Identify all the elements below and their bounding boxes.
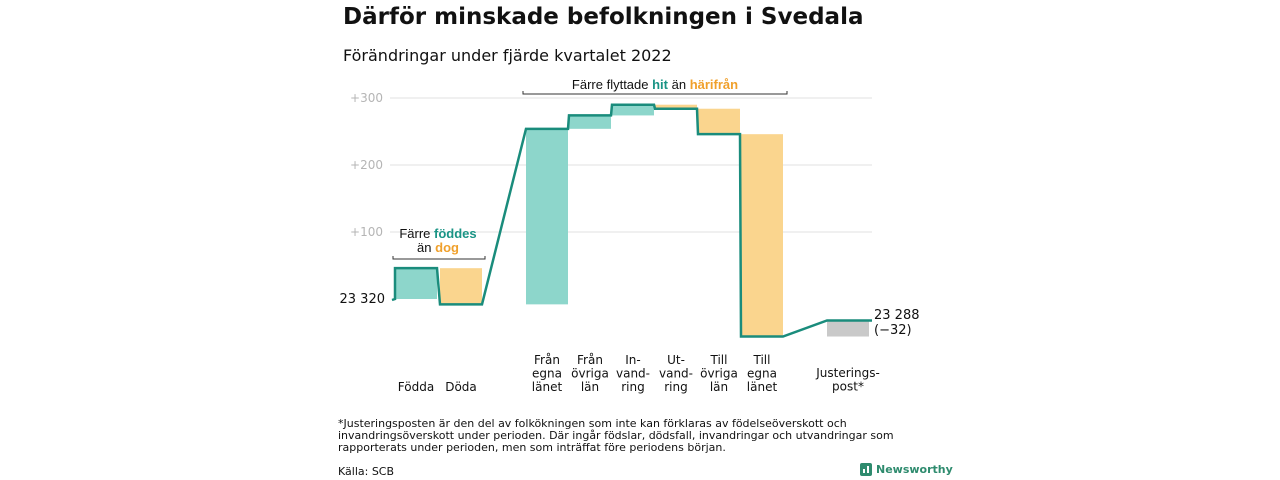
y-tick-label: +100 xyxy=(350,225,383,239)
annotation-bracket xyxy=(522,91,788,95)
chart-title: Därför minskade befolkningen i Svedala xyxy=(343,4,864,30)
bar xyxy=(395,268,437,299)
x-category-line: Döda xyxy=(445,380,477,394)
x-category-label: In-vand-ring xyxy=(616,353,650,394)
x-category-label: Döda xyxy=(445,380,477,394)
brand-name: Newsworthy xyxy=(876,463,953,476)
x-category-line: post* xyxy=(832,380,864,394)
y-tick-label: +300 xyxy=(350,91,383,105)
bar xyxy=(440,268,482,305)
bar-chart-icon xyxy=(860,463,872,476)
end-value-label: 23 288 xyxy=(874,308,920,323)
step-line xyxy=(391,103,872,338)
x-category-line: län xyxy=(581,380,599,394)
x-category-label: Ut-vand-ring xyxy=(659,353,693,394)
x-category-line: In- xyxy=(625,353,640,367)
footnote: *Justeringsposten är den del av folkökni… xyxy=(338,417,894,454)
x-category-line: Från xyxy=(577,353,603,367)
x-category-label: Födda xyxy=(398,380,434,394)
x-category-label: Till övriga län xyxy=(700,353,738,394)
bar xyxy=(526,128,568,305)
bar xyxy=(612,104,654,116)
source: Källa: SCB xyxy=(338,465,395,478)
start-value-label: 23 320 xyxy=(340,292,386,307)
x-category-label: Från egna länet xyxy=(532,353,563,394)
annotation-born-line1: Färre föddes xyxy=(399,226,476,241)
bar xyxy=(655,104,697,109)
x-category-line: vand- xyxy=(616,367,650,381)
x-category-line: länet xyxy=(747,380,778,394)
annotation-moved: Färre flyttade hit än härifrån xyxy=(572,77,738,92)
x-category-line: vand- xyxy=(659,367,693,381)
y-tick-label: +200 xyxy=(350,158,383,172)
x-category-line: egna xyxy=(532,367,562,381)
annotation-born-line2: än dog xyxy=(417,240,459,255)
bar xyxy=(698,108,740,135)
x-category-label: Justerings-post* xyxy=(815,366,880,394)
x-category-line: Till xyxy=(753,353,771,367)
end-change-label: (−32) xyxy=(874,323,912,338)
x-category-line: ring xyxy=(621,380,645,394)
x-category-line: Från xyxy=(534,353,560,367)
x-category-line: länet xyxy=(532,380,563,394)
annotation-bracket xyxy=(392,256,486,260)
x-category-label: Till egna länet xyxy=(747,353,778,394)
x-category-line: övriga xyxy=(700,367,738,381)
x-category-line: egna xyxy=(747,367,777,381)
x-category-label: Från övriga län xyxy=(571,353,609,394)
x-category-line: ring xyxy=(664,380,688,394)
x-category-line: Justerings- xyxy=(815,366,880,380)
bar xyxy=(827,320,869,337)
bar xyxy=(741,134,783,337)
x-category-line: län xyxy=(710,380,728,394)
brand-logo: Newsworthy xyxy=(860,463,953,476)
x-category-line: Födda xyxy=(398,380,434,394)
chart-subtitle: Förändringar under fjärde kvartalet 2022 xyxy=(343,46,672,65)
x-category-line: övriga xyxy=(571,367,609,381)
bars xyxy=(395,104,869,337)
gridlines xyxy=(390,97,872,233)
bar xyxy=(569,115,611,129)
step-path xyxy=(391,103,872,338)
x-category-line: Ut- xyxy=(667,353,685,367)
x-category-line: Till xyxy=(710,353,728,367)
